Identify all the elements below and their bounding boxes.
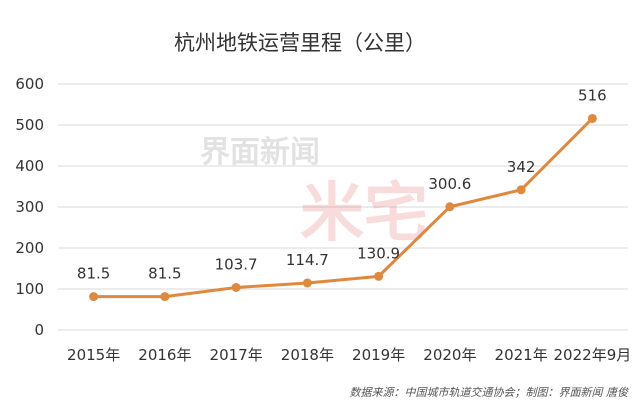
data-point-0 <box>89 292 99 302</box>
data-point-7 <box>587 113 597 123</box>
data-label-4: 130.9 <box>357 244 400 262</box>
x-tick-label-5: 2020年 <box>423 346 476 364</box>
x-tick-label-3: 2018年 <box>281 346 334 364</box>
y-tick-label-4: 400 <box>15 157 44 175</box>
data-label-7: 516 <box>578 86 607 104</box>
data-point-6 <box>516 185 526 195</box>
x-axis-ticks: 2015年 2016年 2017年 2018年 2019年 2020年 2021年 2022年… <box>67 346 631 364</box>
y-tick-label-0: 0 <box>34 321 44 339</box>
y-tick-label-3: 300 <box>15 198 44 216</box>
data-label-0: 81.5 <box>77 265 110 283</box>
x-tick-label-6: 2021年 <box>495 346 548 364</box>
x-tick-label-2: 2017年 <box>210 346 263 364</box>
data-point-3 <box>302 278 312 288</box>
watermark-mark-text: 米宅 <box>300 177 428 251</box>
series-line-0 <box>92 116 594 299</box>
data-label-1: 81.5 <box>148 265 181 283</box>
data-labels: 81.5 81.5 103.7 114.7 130.9 300.6 342 516 <box>77 86 607 282</box>
y-tick-label-1: 100 <box>15 280 44 298</box>
y-tick-label-6: 600 <box>15 75 44 93</box>
chart-title: 杭州地铁运营里程（公里） <box>174 31 426 55</box>
x-tick-label-7: 2022年9月 <box>554 346 632 364</box>
data-label-3: 114.7 <box>286 251 329 269</box>
data-point-1 <box>160 292 170 302</box>
data-label-5: 300.6 <box>428 175 471 193</box>
y-tick-label-5: 500 <box>15 116 44 134</box>
source-note: 数据来源：中国城市轨道交通协会；制图：界面新闻 唐俊 <box>350 386 629 399</box>
y-tick-label-2: 200 <box>15 239 44 257</box>
x-tick-label-0: 2015年 <box>67 346 120 364</box>
data-label-6: 342 <box>507 158 536 176</box>
watermark-brand-text: 界面新闻 <box>200 135 320 170</box>
watermark: 界面新闻 米宅 <box>200 135 428 251</box>
x-tick-label-4: 2019年 <box>352 346 405 364</box>
gridlines <box>58 83 628 331</box>
data-point-5 <box>445 202 455 212</box>
data-point-4 <box>374 271 384 281</box>
data-point-2 <box>231 282 241 292</box>
y-axis-ticks: 0 100 200 300 400 500 600 <box>15 75 44 339</box>
x-tick-label-1: 2016年 <box>138 346 191 364</box>
data-label-2: 103.7 <box>215 255 258 273</box>
series-layer <box>89 113 597 302</box>
